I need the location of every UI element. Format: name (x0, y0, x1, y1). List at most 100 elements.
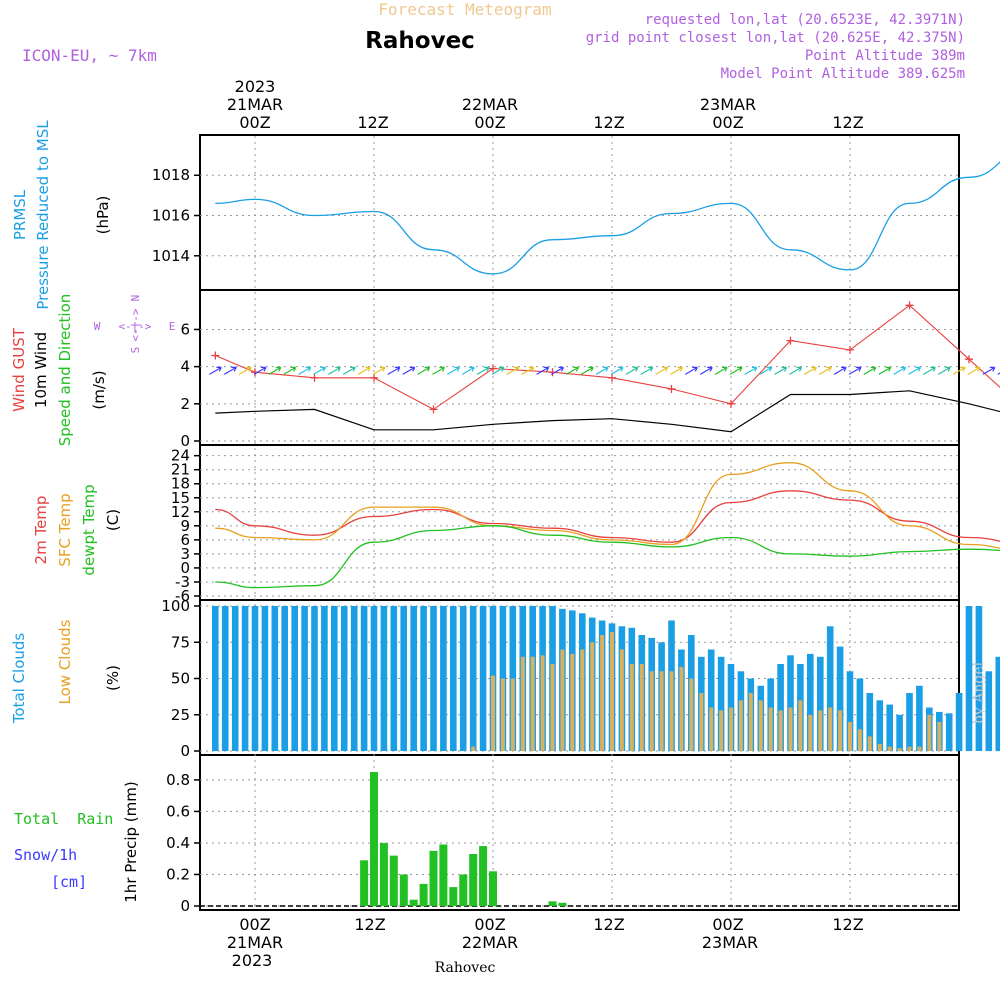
total-cloud-bar (787, 655, 794, 751)
y-tick-label: 1018 (152, 166, 190, 184)
rain-bar (558, 902, 567, 906)
rain-bar (409, 899, 418, 906)
temp-2m-label: 2m Temp (32, 496, 50, 565)
top-tick-0: 00Z (239, 113, 270, 132)
low-cloud-bar (937, 722, 942, 751)
rain-bar (449, 887, 458, 906)
top-tick-5: 12Z (832, 113, 863, 132)
total-cloud-bar (975, 606, 983, 751)
total-cloud-bar (807, 653, 814, 751)
total-cloud-bar (212, 606, 219, 751)
low-cloud-bar (530, 656, 535, 752)
total-cloud-bar (440, 606, 447, 751)
precip-snow-unit: [cm] (51, 873, 87, 891)
low-cloud-bar (848, 722, 852, 751)
wind-direction-arrow (863, 366, 877, 375)
low-cloud-bar (510, 678, 515, 751)
pressure-panel-frame (199, 134, 960, 291)
low-cloud-bar (808, 714, 813, 752)
wind-direction-arrow (461, 366, 475, 375)
wind-direction-arrow (878, 366, 892, 375)
low-cloud-bar (828, 707, 833, 751)
temp-dewpt-line (215, 525, 1000, 589)
y-tick-label: 0.6 (166, 802, 190, 820)
y-tick-label: 25 (171, 706, 190, 724)
wind-direction-arrow (729, 366, 743, 375)
top-date-label-0: 21MAR (227, 95, 283, 114)
low-cloud-bar (570, 653, 575, 751)
total-cloud-bar (906, 693, 913, 751)
rain-bar (370, 772, 378, 906)
wind-direction-arrow (298, 366, 312, 375)
low-cloud-bar (917, 746, 922, 751)
total-cloud-bar (955, 693, 963, 751)
y-tick-label: 0.2 (166, 865, 190, 883)
bottom-tick-1: 12Z (354, 915, 385, 934)
rain-bar (479, 846, 488, 906)
low-cloud-bar (877, 743, 882, 752)
bottom-tick-labels: 00Z 12Z 00Z 12Z 00Z 12Z (239, 915, 863, 934)
total-cloud-bar (896, 714, 903, 752)
wind-direction-arrow (506, 366, 520, 375)
y-tick-label: 0 (180, 559, 190, 577)
rain-bar (459, 874, 468, 906)
total-cloud-bar (450, 606, 457, 751)
total-cloud-bar (945, 713, 953, 751)
wind-dir-label: Speed and Direction (56, 294, 74, 447)
low-cloud-bar (758, 700, 763, 752)
wind-unit: (m/s) (90, 370, 108, 409)
temp-sfc-label: SFC Temp (56, 493, 74, 566)
rain-bar (469, 854, 478, 906)
total-cloud-bar (846, 671, 854, 752)
precip-rain-label: Total Rain (14, 810, 113, 828)
compass-s: S (129, 347, 142, 354)
total-cloud-bar (340, 606, 348, 751)
total-cloud-bar (231, 606, 239, 751)
pressure-panel: 1014 1016 1018 (152, 161, 1000, 275)
low-cloud-bar (610, 632, 614, 751)
clouds-panel: 0 25 50 75 100 (161, 597, 1000, 760)
wind-direction-arrow (566, 366, 579, 375)
location-title: Rahovec (365, 28, 475, 54)
y-tick-label: 0 (180, 432, 190, 450)
low-cloud-bar (520, 656, 525, 752)
gust-marker (786, 336, 795, 345)
low-cloud-bar (659, 671, 664, 752)
top-tick-2: 00Z (474, 113, 505, 132)
total-cloud-bar (707, 649, 715, 751)
wind-direction-arrow (476, 366, 490, 375)
wind-10m-line (215, 390, 1000, 433)
total-cloud-bar (836, 646, 844, 751)
y-tick-label: 6 (180, 531, 190, 549)
total-cloud-bar (360, 606, 368, 751)
bottom-year-label: 2023 (232, 951, 273, 970)
wind-direction-arrow (848, 366, 862, 375)
y-tick-label: 0 (180, 897, 190, 915)
y-tick-label: 24 (171, 447, 190, 465)
total-cloud-bar (916, 685, 923, 752)
low-cloud-bar (788, 707, 793, 751)
wind-direction-arrow (982, 366, 996, 375)
low-cloud-bar (590, 642, 595, 752)
precip-axis-label: 1hr Precip (mm) (122, 781, 140, 902)
grid-lines (254, 136, 851, 909)
low-cloud-bar (897, 748, 902, 751)
rain-bar (429, 850, 438, 906)
wind-direction-arrow (789, 366, 802, 375)
top-tick-1: 12Z (357, 113, 388, 132)
low-cloud-bar (719, 710, 724, 751)
wind-direction-arrow (209, 366, 222, 375)
compass-ew-arrows: <-|-> (118, 320, 151, 333)
low-cloud-bar (907, 746, 912, 751)
wind-direction-arrow (521, 366, 535, 375)
precip-panel: 0 0.2 0.4 0.6 0.8 (166, 771, 959, 915)
y-tick-label: 1016 (152, 207, 190, 225)
total-cloud-bar (331, 606, 338, 751)
wind-direction-arrow (893, 366, 907, 375)
total-cloud-bar (717, 656, 725, 752)
wind-direction-arrow (744, 366, 758, 375)
low-cloud-bar (738, 700, 743, 752)
precip-labels: Total Rain Snow/1h [cm] 1hr Precip (mm) (14, 781, 140, 902)
rain-bar (548, 901, 557, 906)
